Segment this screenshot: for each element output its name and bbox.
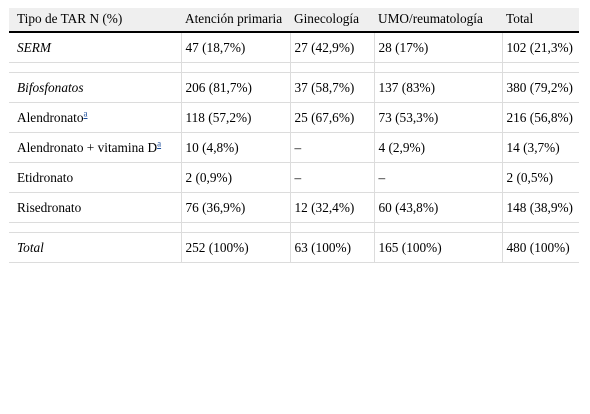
cell-umo: 165 (100%): [373, 232, 502, 263]
row-label: Alendronato + vitamina Da: [9, 132, 181, 163]
cell-umo: 28 (17%): [373, 32, 502, 63]
spacer-row: [9, 62, 579, 73]
cell-umo: 137 (83%): [373, 72, 502, 103]
cell-ginecologia: 12 (32,4%): [289, 192, 374, 223]
cell-umo: 73 (53,3%): [373, 102, 502, 133]
header-atencion-primaria: Atención primaria: [181, 8, 290, 33]
cell-ginecologia: 63 (100%): [289, 232, 374, 263]
cell-ginecologia: –: [289, 162, 374, 193]
cell-total: 216 (56,8%): [501, 102, 579, 133]
cell-total: 380 (79,2%): [501, 72, 579, 103]
spacer-row: [9, 222, 579, 233]
table-row-risedronato: Risedronato 76 (36,9%) 12 (32,4%) 60 (43…: [9, 192, 579, 223]
row-label-text: Alendronato + vitamina D: [17, 140, 158, 155]
row-label: Total: [9, 232, 181, 263]
cell-total: 102 (21,3%): [501, 32, 579, 63]
cell-atencion-primaria: 118 (57,2%): [180, 102, 290, 133]
row-label: Bifosfonatos: [9, 72, 181, 103]
cell-atencion-primaria: 47 (18,7%): [180, 32, 290, 63]
table-header-row: Tipo de TAR N (%) Atención primaria Gine…: [9, 8, 579, 33]
cell-umo: –: [373, 162, 502, 193]
header-umo-reumatologia: UMO/reumatología: [374, 8, 502, 33]
table-row-serm: SERM 47 (18,7%) 27 (42,9%) 28 (17%) 102 …: [9, 32, 579, 63]
cell-total: 480 (100%): [501, 232, 579, 263]
header-total: Total: [502, 8, 579, 33]
cell-atencion-primaria: 10 (4,8%): [180, 132, 290, 163]
table-row-alendronato-vitamina-d: Alendronato + vitamina Da 10 (4,8%) – 4 …: [9, 132, 579, 163]
row-label: Risedronato: [9, 192, 181, 223]
row-label: SERM: [9, 32, 181, 63]
row-label: Alendronatoa: [9, 102, 181, 133]
footnote-link[interactable]: a: [83, 108, 88, 119]
cell-atencion-primaria: 76 (36,9%): [180, 192, 290, 223]
cell-ginecologia: –: [289, 132, 374, 163]
cell-ginecologia: 27 (42,9%): [289, 32, 374, 63]
table-row-total: Total 252 (100%) 63 (100%) 165 (100%) 48…: [9, 232, 579, 263]
cell-umo: 60 (43,8%): [373, 192, 502, 223]
row-label-text: Alendronato: [17, 110, 84, 125]
header-tipo: Tipo de TAR N (%): [9, 8, 181, 33]
cell-atencion-primaria: 206 (81,7%): [180, 72, 290, 103]
cell-total: 2 (0,5%): [501, 162, 579, 193]
cell-total: 148 (38,9%): [501, 192, 579, 223]
table-row-alendronato: Alendronatoa 118 (57,2%) 25 (67,6%) 73 (…: [9, 102, 579, 133]
cell-ginecologia: 37 (58,7%): [289, 72, 374, 103]
header-ginecologia: Ginecología: [290, 8, 374, 33]
tar-table: Tipo de TAR N (%) Atención primaria Gine…: [9, 8, 579, 263]
footnote-link[interactable]: a: [157, 138, 162, 149]
cell-total: 14 (3,7%): [501, 132, 579, 163]
cell-atencion-primaria: 2 (0,9%): [180, 162, 290, 193]
cell-ginecologia: 25 (67,6%): [289, 102, 374, 133]
cell-umo: 4 (2,9%): [373, 132, 502, 163]
cell-atencion-primaria: 252 (100%): [180, 232, 290, 263]
row-label: Etidronato: [9, 162, 181, 193]
table-row-bifosfonatos: Bifosfonatos 206 (81,7%) 37 (58,7%) 137 …: [9, 72, 579, 103]
table-row-etidronato: Etidronato 2 (0,9%) – – 2 (0,5%): [9, 162, 579, 193]
